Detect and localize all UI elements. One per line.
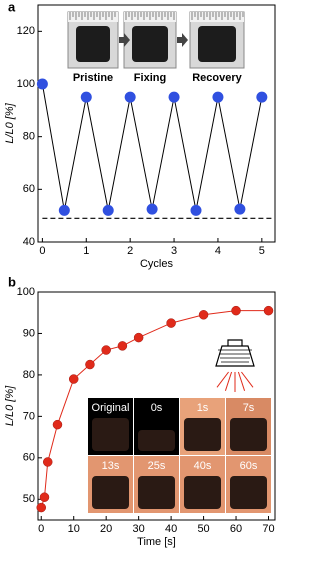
x-tick-label: 1 bbox=[83, 245, 89, 257]
photo-label: 25s bbox=[148, 460, 166, 472]
panel-label: a bbox=[8, 0, 16, 14]
x-tick-label: 20 bbox=[100, 523, 112, 535]
ruler bbox=[68, 12, 118, 22]
x-tick-label: 2 bbox=[127, 245, 133, 257]
sample bbox=[184, 476, 221, 509]
y-tick-label: 120 bbox=[17, 25, 35, 37]
data-point bbox=[36, 78, 48, 90]
sample bbox=[138, 476, 175, 509]
photo-label: 7s bbox=[243, 402, 255, 414]
photo-label: 0s bbox=[151, 402, 163, 414]
ruler bbox=[190, 12, 244, 22]
x-tick-label: 10 bbox=[68, 523, 80, 535]
data-point bbox=[39, 492, 50, 502]
photo-label: Recovery bbox=[192, 72, 242, 84]
data-point bbox=[101, 345, 111, 355]
data-point bbox=[190, 204, 202, 216]
data-point bbox=[231, 305, 241, 316]
data-point bbox=[117, 341, 128, 351]
data-point bbox=[58, 204, 70, 216]
y-tick-label: 70 bbox=[23, 410, 35, 422]
photo-label: 1s bbox=[197, 402, 209, 414]
x-tick-label: 50 bbox=[197, 523, 209, 535]
data-point bbox=[36, 502, 46, 513]
data-point bbox=[124, 91, 136, 103]
data-line bbox=[41, 83, 263, 211]
data-point bbox=[85, 359, 95, 370]
x-axis-label: Time [s] bbox=[137, 536, 176, 548]
x-tick-label: 40 bbox=[165, 523, 177, 535]
data-point bbox=[263, 305, 274, 316]
x-tick-label: 70 bbox=[262, 523, 274, 535]
x-tick-label: 30 bbox=[133, 523, 145, 535]
data-point bbox=[102, 204, 114, 216]
sample bbox=[230, 418, 267, 451]
y-tick-label: 100 bbox=[17, 78, 35, 90]
y-tick-label: 80 bbox=[23, 369, 35, 381]
y-tick-label: 100 bbox=[17, 286, 35, 298]
sample bbox=[184, 418, 221, 451]
y-axis-label: L/L0 [%] bbox=[4, 385, 16, 426]
plot-frame bbox=[37, 291, 276, 521]
x-tick-label: 0 bbox=[38, 523, 44, 535]
x-tick-label: 3 bbox=[171, 245, 177, 257]
x-tick-label: 60 bbox=[230, 523, 242, 535]
photo-label: 40s bbox=[194, 460, 212, 472]
light-ray bbox=[216, 371, 229, 388]
lamp bbox=[215, 339, 255, 367]
light-ray bbox=[224, 371, 233, 391]
light-ray bbox=[237, 371, 246, 391]
x-axis-label: Cycles bbox=[140, 258, 174, 270]
photo-label: 60s bbox=[240, 460, 258, 472]
sample bbox=[138, 430, 175, 451]
sample bbox=[76, 26, 110, 62]
x-tick-label: 5 bbox=[259, 245, 265, 257]
x-tick-label: 4 bbox=[215, 245, 221, 257]
arrow bbox=[177, 33, 188, 47]
plot-frame bbox=[37, 4, 276, 243]
data-point bbox=[133, 332, 144, 343]
x-tick-label: 0 bbox=[39, 245, 45, 257]
y-tick-label: 60 bbox=[23, 452, 35, 464]
data-point bbox=[256, 91, 268, 103]
data-point bbox=[198, 310, 209, 320]
sample bbox=[132, 26, 168, 62]
arrow bbox=[119, 33, 130, 47]
light-ray bbox=[241, 371, 254, 388]
photo-label: Pristine bbox=[73, 72, 113, 84]
y-tick-label: 40 bbox=[23, 236, 35, 248]
panel-label: b bbox=[8, 274, 16, 289]
y-tick-label: 80 bbox=[23, 131, 35, 143]
data-point bbox=[80, 91, 92, 103]
sample bbox=[230, 476, 267, 509]
data-point bbox=[146, 203, 158, 215]
photo-label: Original bbox=[92, 402, 130, 414]
data-point bbox=[166, 318, 176, 328]
sample bbox=[198, 26, 236, 62]
y-axis-label: L/L0 [%] bbox=[4, 102, 16, 143]
data-point bbox=[212, 91, 224, 103]
y-tick-label: 60 bbox=[23, 183, 35, 195]
data-point bbox=[52, 419, 63, 430]
data-point bbox=[234, 203, 246, 215]
data-point bbox=[42, 457, 53, 467]
y-tick-label: 50 bbox=[23, 493, 35, 505]
data-point bbox=[68, 374, 79, 384]
data-point bbox=[168, 91, 180, 103]
photo-label: Fixing bbox=[134, 72, 166, 84]
sample bbox=[92, 476, 129, 509]
sample bbox=[92, 418, 129, 451]
y-tick-label: 90 bbox=[23, 327, 35, 339]
photo-label: 13s bbox=[102, 460, 120, 472]
